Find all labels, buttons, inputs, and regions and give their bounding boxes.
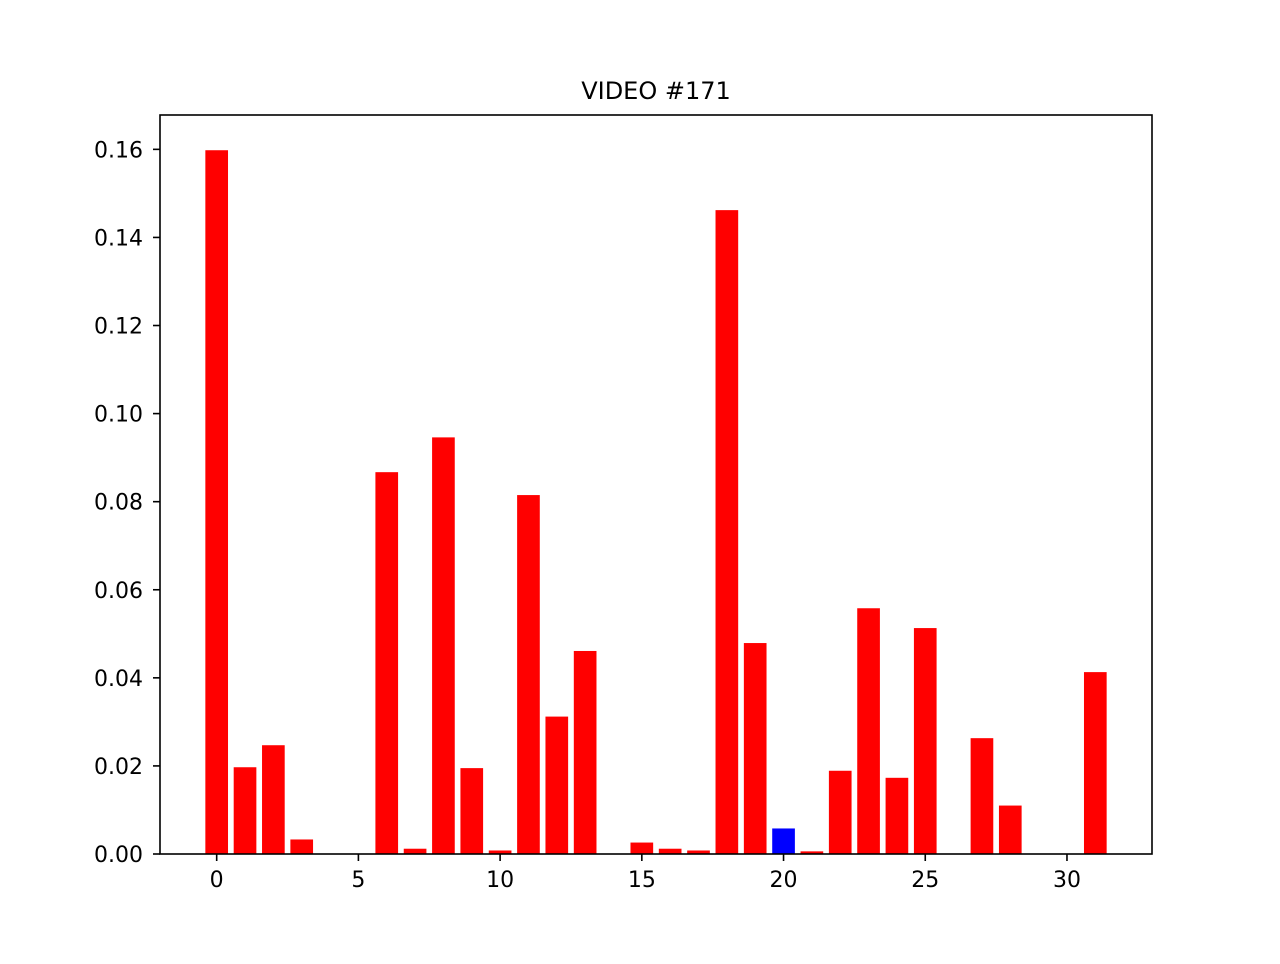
bar-23 [857, 608, 880, 854]
bar-13 [573, 650, 597, 854]
bar-31 [1083, 672, 1107, 854]
bar-1 [233, 767, 257, 854]
x-axis: 0 5 10 15 20 25 30 [210, 854, 1081, 893]
y-axis: 0.00 0.02 0.04 0.06 0.08 0.10 0.12 0.14 0.16 [94, 138, 160, 868]
bar-19 [743, 643, 767, 854]
bar-22 [828, 770, 852, 854]
bar-2 [262, 745, 285, 854]
x-tick-label: 0 [210, 868, 224, 893]
y-tick-label: 0.10 [94, 403, 143, 428]
bar-25 [913, 628, 937, 854]
bar-20 [772, 828, 795, 854]
bar-21 [800, 851, 824, 854]
y-tick-label: 0.08 [94, 491, 143, 516]
x-tick-label: 10 [486, 868, 514, 893]
bar-18 [715, 210, 739, 854]
bar-7 [403, 848, 427, 854]
bar-6 [375, 472, 399, 854]
bar-15 [630, 842, 654, 854]
bar-28 [998, 805, 1022, 854]
bar-17 [687, 850, 710, 854]
bar-27 [970, 738, 994, 854]
bars-layer [205, 150, 1107, 855]
y-tick-label: 0.14 [94, 226, 143, 251]
x-tick-label: 30 [1053, 868, 1081, 893]
bar-3 [290, 839, 314, 854]
y-tick-label: 0.06 [94, 579, 143, 604]
y-tick-label: 0.12 [94, 315, 143, 340]
y-tick-label: 0.04 [94, 667, 143, 692]
bar-8 [432, 437, 455, 854]
plot-frame [159, 114, 1153, 855]
x-tick-label: 20 [770, 868, 798, 893]
x-tick-label: 25 [911, 868, 939, 893]
chart-title: VIDEO #171 [581, 77, 731, 105]
y-tick-label: 0.02 [94, 755, 143, 780]
bar-16 [658, 848, 682, 854]
y-tick-label: 0.00 [94, 843, 143, 868]
x-tick-label: 15 [628, 868, 656, 893]
bar-24 [885, 777, 909, 854]
bar-11 [517, 495, 540, 854]
bar-12 [545, 716, 569, 854]
bar-10 [488, 850, 512, 854]
x-tick-label: 5 [351, 868, 365, 893]
bar-9 [460, 768, 484, 854]
bar-0 [205, 150, 229, 855]
y-tick-label: 0.16 [94, 138, 143, 163]
